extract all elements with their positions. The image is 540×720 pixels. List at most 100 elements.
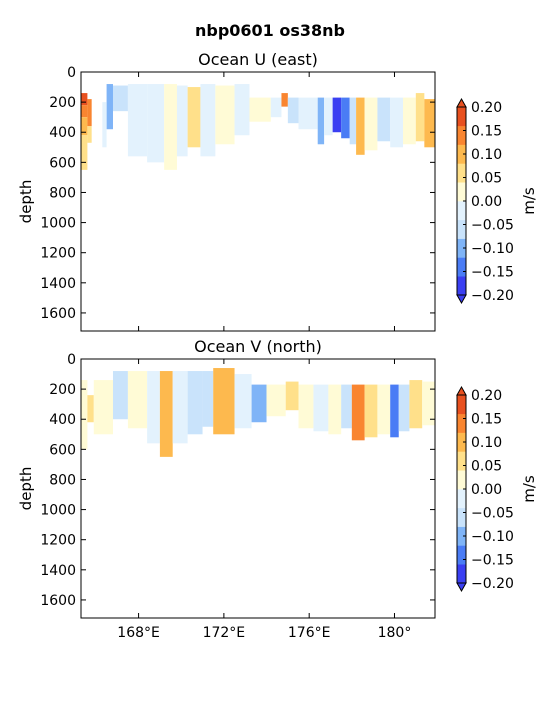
colorbar-tick-label: 0.15 <box>471 412 502 428</box>
y-tick-label: 1200 <box>40 246 76 262</box>
contour-cells <box>81 368 435 457</box>
data-cell-33 <box>415 93 425 142</box>
y-tick-label: 400 <box>49 125 76 141</box>
colorbar-segment <box>457 489 466 509</box>
colorbar-tick-label: −0.05 <box>471 218 514 234</box>
colorbar-tick-label: 0.10 <box>471 147 502 163</box>
data-cell-7 <box>159 371 173 457</box>
colorbar: 0.20 0.15 0.10 0.05 0.00 −0.05 −0.10 −0.15 −0.20… <box>456 385 538 593</box>
colorbar-segment <box>457 144 466 164</box>
data-cell-8 <box>172 371 188 444</box>
colorbar-label: m/s <box>520 187 538 215</box>
x-tick-label: 176°E <box>288 625 331 641</box>
y-tick-label: 1400 <box>40 563 76 579</box>
colorbar-segment <box>457 395 466 415</box>
data-cell-2 <box>87 395 94 423</box>
colorbar-tick-label: 0.00 <box>471 194 502 210</box>
colorbar-segment <box>457 507 466 527</box>
data-cell-4 <box>81 135 88 170</box>
x-tick-label: 168°E <box>117 625 160 641</box>
panel-2: Ocean V (north) 0 200 400 600 800 1000 1200 1400… <box>17 337 538 641</box>
colorbar-segment <box>457 564 466 584</box>
data-cell-26 <box>422 381 435 426</box>
data-cell-20 <box>351 384 365 441</box>
axes-frame <box>80 71 436 332</box>
data-cell-5 <box>87 99 92 127</box>
colorbar-segment <box>457 432 466 452</box>
colorbar-segment <box>457 451 466 471</box>
data-cell-15 <box>200 84 216 157</box>
colorbar-tick-label: 0.15 <box>471 124 502 140</box>
y-tick-label: 200 <box>49 95 76 111</box>
colorbar-segment <box>457 182 466 202</box>
colorbar-segment <box>457 107 466 127</box>
colorbar-tick-label: 0.10 <box>471 435 502 451</box>
data-cell-22 <box>298 97 318 130</box>
y-tick-label: 1000 <box>40 503 76 519</box>
data-cell-13 <box>176 85 188 157</box>
contour-cells <box>81 84 435 170</box>
data-cell-6 <box>147 371 160 444</box>
data-cell-14 <box>266 384 286 417</box>
data-cell-10 <box>202 371 214 427</box>
data-cell-26 <box>341 97 350 139</box>
y-tick-label: 1600 <box>40 306 76 322</box>
data-cell-3 <box>81 117 88 136</box>
data-cell-19 <box>341 384 352 429</box>
colorbar-segment <box>457 413 466 433</box>
data-cell-4 <box>112 371 128 420</box>
data-cell-1 <box>81 380 88 450</box>
y-tick-label: 1000 <box>40 216 76 232</box>
data-cell-23 <box>390 384 399 438</box>
data-cell-17 <box>313 384 329 432</box>
colorbar-segment <box>457 238 466 258</box>
colorbar-segment <box>457 125 466 145</box>
data-cell-29 <box>364 97 378 151</box>
colorbar-tick-label: −0.20 <box>471 576 514 592</box>
colorbar-tick-label: 0.05 <box>471 171 502 187</box>
data-cell-11 <box>213 368 235 435</box>
colorbar-segment <box>457 276 466 296</box>
colorbar-segment <box>457 545 466 565</box>
data-cell-9 <box>102 102 107 148</box>
x-tick-label: 172°E <box>203 625 246 641</box>
panels: Ocean U (east) 0 200 400 600 800 1000 1200 1400 1… <box>17 50 538 641</box>
y-tick-label: 800 <box>49 472 76 488</box>
panel-title: Ocean V (north) <box>194 337 322 356</box>
y-axis-label: depth <box>17 467 35 511</box>
colorbar-tick-label: −0.15 <box>471 265 514 281</box>
colorbar-tick-label: −0.05 <box>471 506 514 522</box>
colorbar-tick-label: 0.20 <box>471 388 502 404</box>
data-cell-34 <box>424 99 435 148</box>
y-tick-label: 200 <box>49 382 76 398</box>
data-cell-27 <box>349 97 357 145</box>
data-cell-6 <box>87 126 92 143</box>
data-cell-7 <box>106 84 113 130</box>
y-tick-label: 400 <box>49 412 76 428</box>
data-cell-25 <box>332 97 342 133</box>
colorbar-segment <box>457 470 466 490</box>
data-cell-17 <box>234 84 250 136</box>
data-cell-19 <box>270 97 282 118</box>
y-tick-label: 1600 <box>40 593 76 609</box>
data-cell-9 <box>187 371 203 435</box>
data-cell-20 <box>281 93 288 107</box>
y-tick-label: 600 <box>49 442 76 458</box>
panel-title: Ocean U (east) <box>198 50 318 69</box>
colorbar-segment <box>457 257 466 277</box>
data-cell-12 <box>164 84 177 170</box>
data-cell-24 <box>398 384 410 432</box>
data-cell-31 <box>390 97 404 148</box>
data-cell-30 <box>377 97 391 142</box>
data-cell-16 <box>298 384 314 429</box>
data-cell-10 <box>127 84 148 157</box>
colorbar-tick-label: 0.00 <box>471 482 502 498</box>
y-tick-label: 1400 <box>40 276 76 292</box>
data-cell-22 <box>377 384 391 435</box>
data-cell-21 <box>287 97 299 124</box>
data-cell-8 <box>112 85 128 112</box>
data-cell-11 <box>147 84 165 163</box>
colorbar-label: m/s <box>520 475 538 503</box>
colorbar-tick-label: −0.10 <box>471 241 514 257</box>
